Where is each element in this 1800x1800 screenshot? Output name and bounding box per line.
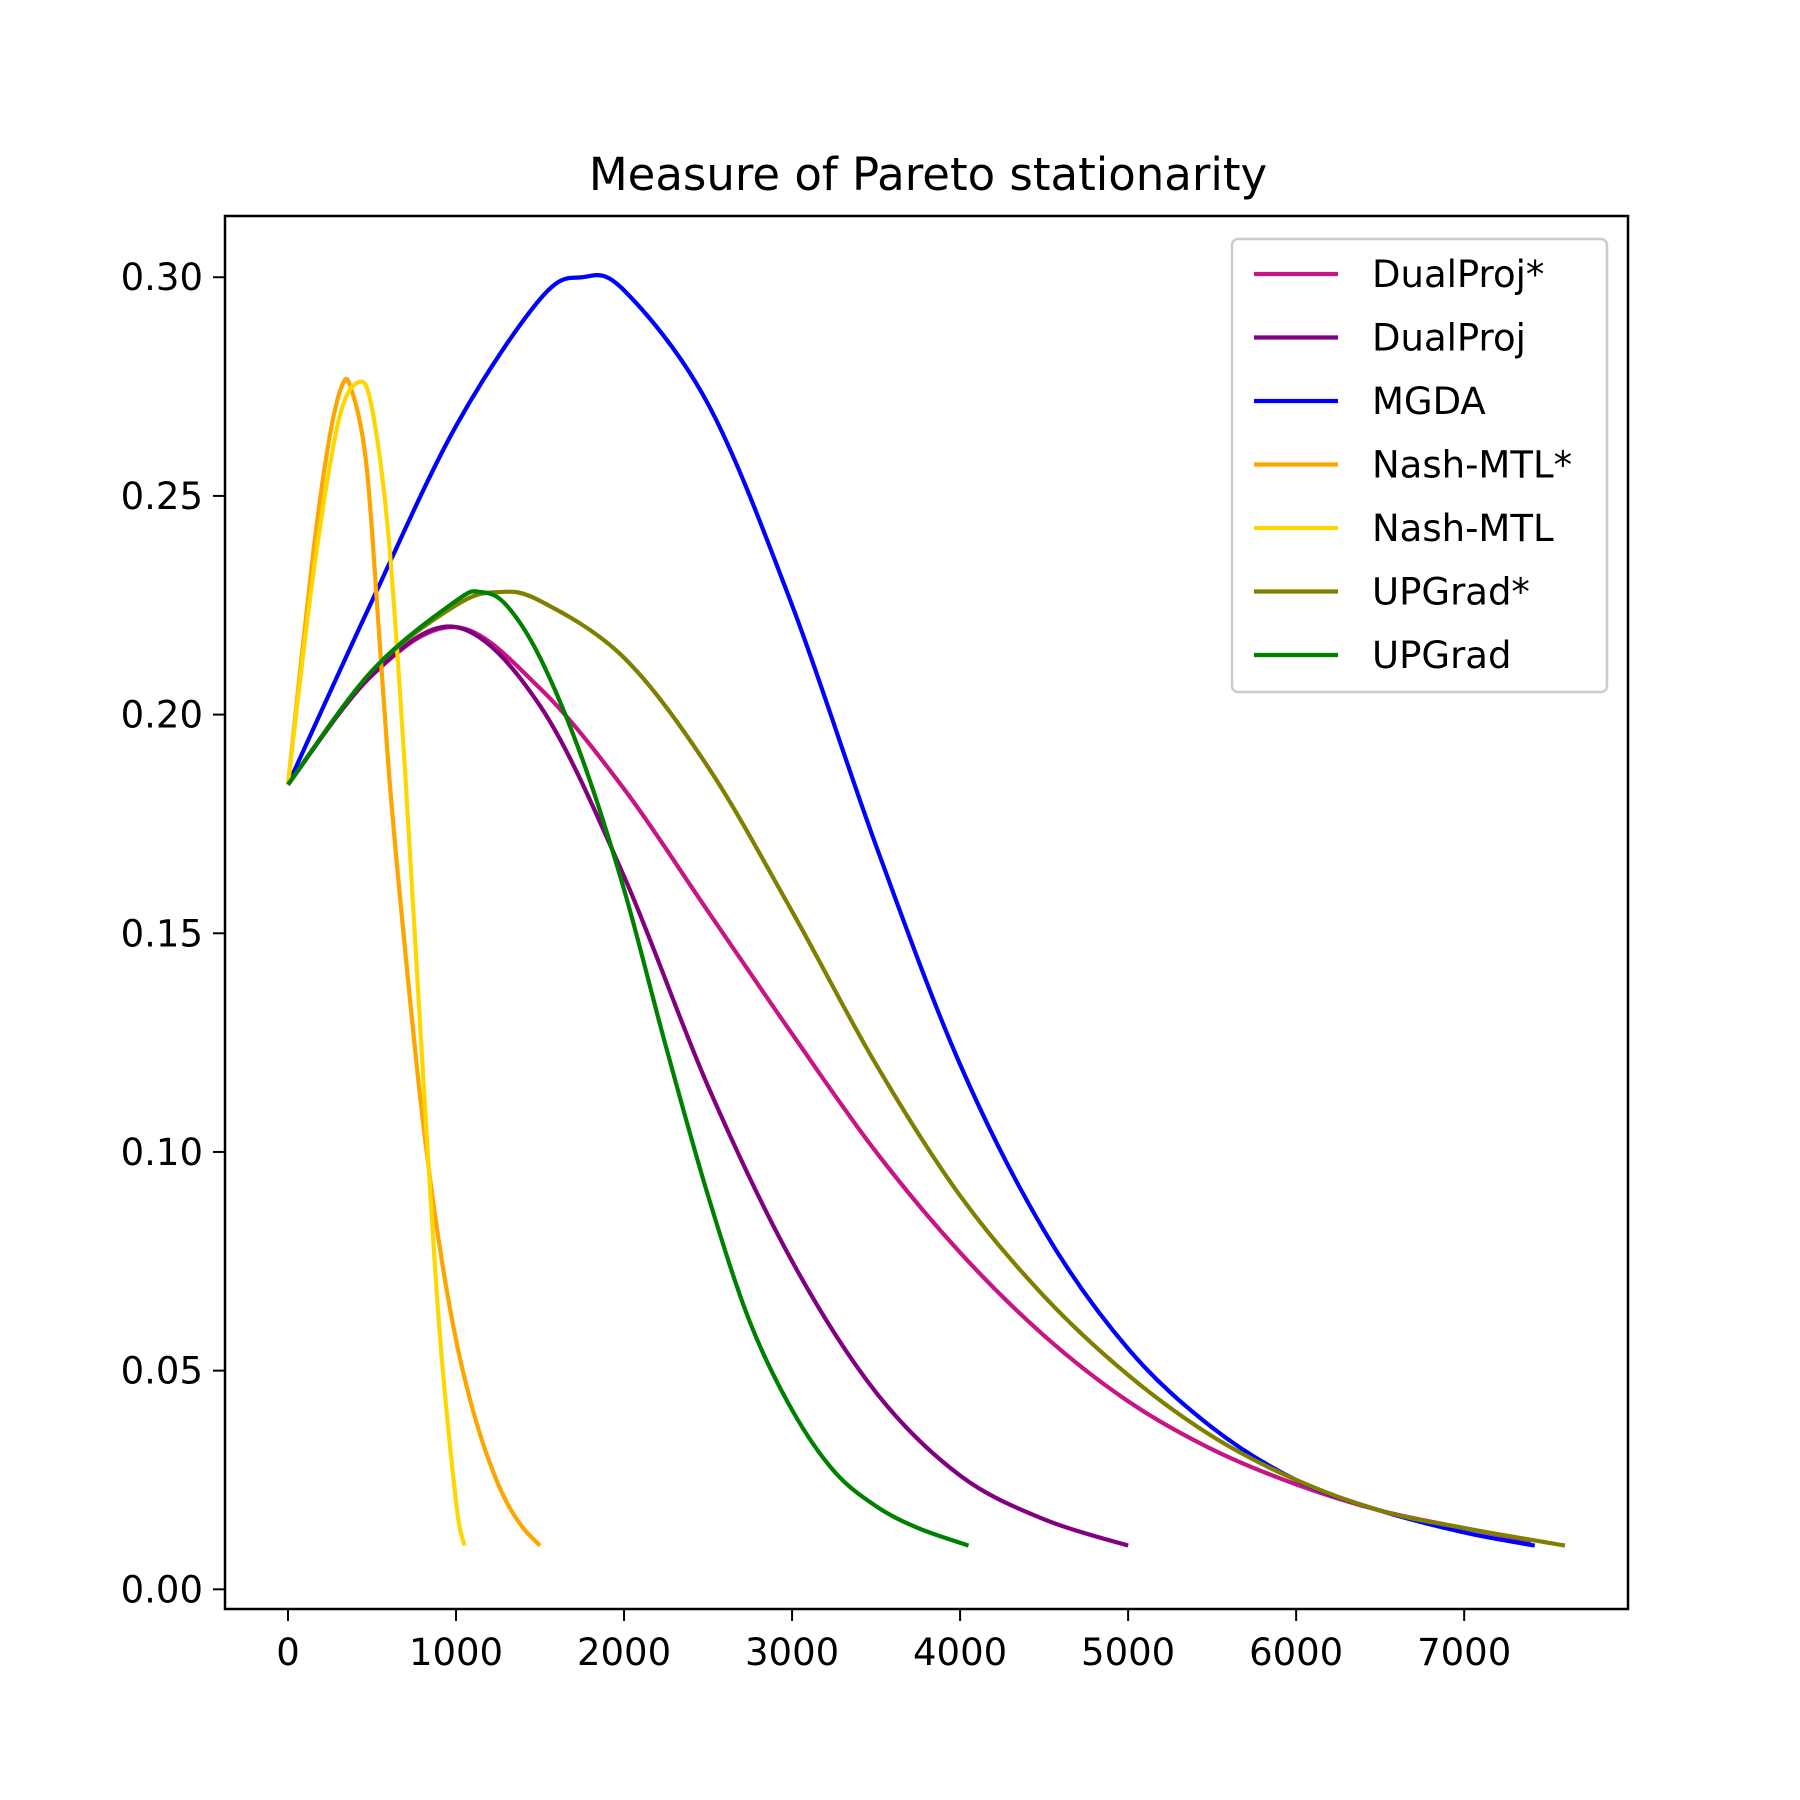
x-tick-label: 6000 [1249, 1631, 1343, 1674]
legend-box [1230, 237, 1609, 694]
series-line-dualproj-star [286, 625, 1532, 1544]
x-tick-label: 3000 [745, 1631, 839, 1674]
legend-label-upgrad-star: UPGrad* [1372, 571, 1530, 614]
chart-title: Measure of Pareto stationarity [589, 148, 1267, 201]
legend-label-dualproj: DualProj [1372, 317, 1526, 360]
x-tick-label: 4000 [913, 1631, 1007, 1674]
y-axis: 0.00 0.05 0.10 0.15 0.20 0.25 0.30 [121, 256, 225, 1611]
legend-label-nash-mtl: Nash-MTL [1372, 507, 1554, 550]
legend: DualProj* DualProj MGDA Nash-MTL* Nash-MTL UP… [1230, 237, 1609, 694]
series-line-upgrad [286, 589, 970, 1548]
x-axis: 0 1000 2000 3000 4000 5000 6000 7000 [276, 1609, 1511, 1674]
y-tick-label: 0.05 [121, 1350, 203, 1393]
series-line-nash-mtl [285, 379, 467, 1547]
series-line-dualproj [286, 624, 1129, 1548]
series-layer [285, 273, 1566, 1548]
x-tick-label: 1000 [409, 1631, 503, 1674]
series-line-nash-mtl-star [285, 376, 542, 1548]
legend-label-dualproj-star: DualProj* [1372, 253, 1544, 296]
legend-label-mgda: MGDA [1372, 380, 1486, 423]
y-tick-label: 0.10 [121, 1131, 203, 1174]
plot-area-frame [223, 214, 1630, 1611]
y-tick-label: 0.20 [121, 694, 203, 737]
x-tick-label: 5000 [1081, 1631, 1175, 1674]
x-tick-label: 7000 [1417, 1631, 1511, 1674]
x-tick-label: 0 [276, 1631, 300, 1674]
y-tick-label: 0.30 [121, 256, 203, 299]
x-tick-label: 2000 [577, 1631, 671, 1674]
y-tick-label: 0.25 [121, 475, 203, 518]
legend-label-nash-mtl-star: Nash-MTL* [1372, 444, 1572, 487]
y-tick-label: 0.00 [121, 1568, 203, 1611]
legend-label-upgrad: UPGrad [1372, 634, 1511, 677]
y-tick-label: 0.15 [121, 912, 203, 955]
